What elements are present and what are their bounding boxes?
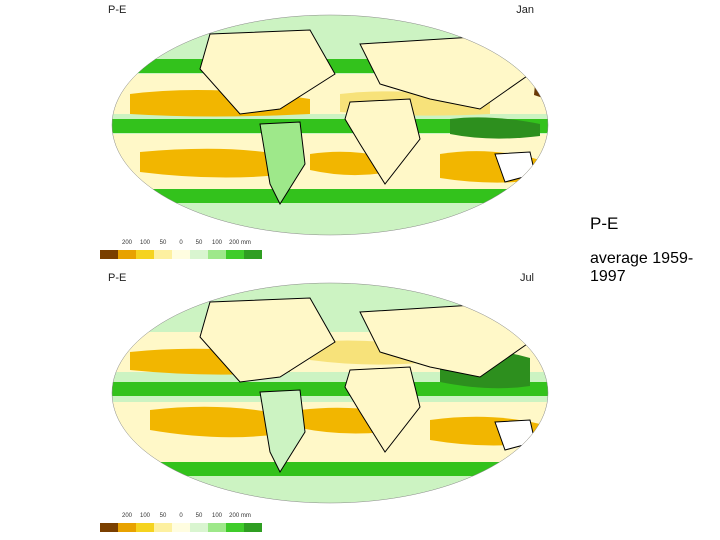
legend-swatch: [190, 250, 208, 259]
legend-tick: 100: [211, 513, 223, 519]
legend-tick: 200: [121, 513, 133, 519]
month-label: Jul: [519, 272, 534, 284]
legend-ticks: 200 100 50 0 50 100 200 mm: [100, 513, 350, 523]
legend-swatch: [208, 250, 226, 259]
legend-tick: 0: [179, 513, 183, 519]
legend-swatch: [136, 523, 154, 532]
legend-swatches: [100, 250, 262, 259]
legend-tick: 200: [121, 240, 133, 246]
legend-swatch: [208, 523, 226, 532]
world-map-jan: [111, 14, 549, 236]
legend-tick: 100: [211, 240, 223, 246]
legend-swatch: [190, 523, 208, 532]
legend-swatch: [226, 250, 244, 259]
legend-ticks: 200 100 50 0 50 100 200 mm: [100, 240, 350, 250]
legend-swatch: [244, 523, 262, 532]
legend-swatch: [226, 523, 244, 532]
world-map-jul: [111, 282, 549, 504]
legend-swatch: [136, 250, 154, 259]
legend-tick: 50: [159, 240, 167, 246]
legend-tick: 50: [195, 240, 203, 246]
map-panel-jul: P-E Jul 200 100 50 0: [92, 268, 552, 533]
legend-swatch: [172, 250, 190, 259]
legend-tick: 200 mm: [229, 240, 251, 246]
color-legend: 200 100 50 0 50 100 200 mm: [100, 240, 350, 262]
legend-swatch: [154, 250, 172, 259]
month-label: Jan: [516, 4, 534, 16]
legend-tick: 200 mm: [229, 513, 251, 519]
legend-tick: 100: [139, 240, 151, 246]
side-subtitle: average 1959-1997: [590, 250, 694, 285]
legend-tick: 50: [195, 513, 203, 519]
legend-swatch: [154, 523, 172, 532]
variable-label: P-E: [108, 4, 127, 16]
legend-swatch: [244, 250, 262, 259]
legend-tick: 50: [159, 513, 167, 519]
legend-swatch: [100, 523, 118, 532]
legend-tick: 100: [139, 513, 151, 519]
variable-label: P-E: [108, 272, 127, 284]
legend-swatch: [172, 523, 190, 532]
legend-swatch: [118, 523, 136, 532]
legend-tick: 0: [179, 240, 183, 246]
legend-swatches: [100, 523, 262, 532]
color-legend: 200 100 50 0 50 100 200 mm: [100, 513, 350, 535]
side-title: P-E: [590, 214, 619, 233]
legend-swatch: [100, 250, 118, 259]
legend-swatch: [118, 250, 136, 259]
map-panel-jan: P-E Jan 200 100 50: [92, 0, 552, 265]
